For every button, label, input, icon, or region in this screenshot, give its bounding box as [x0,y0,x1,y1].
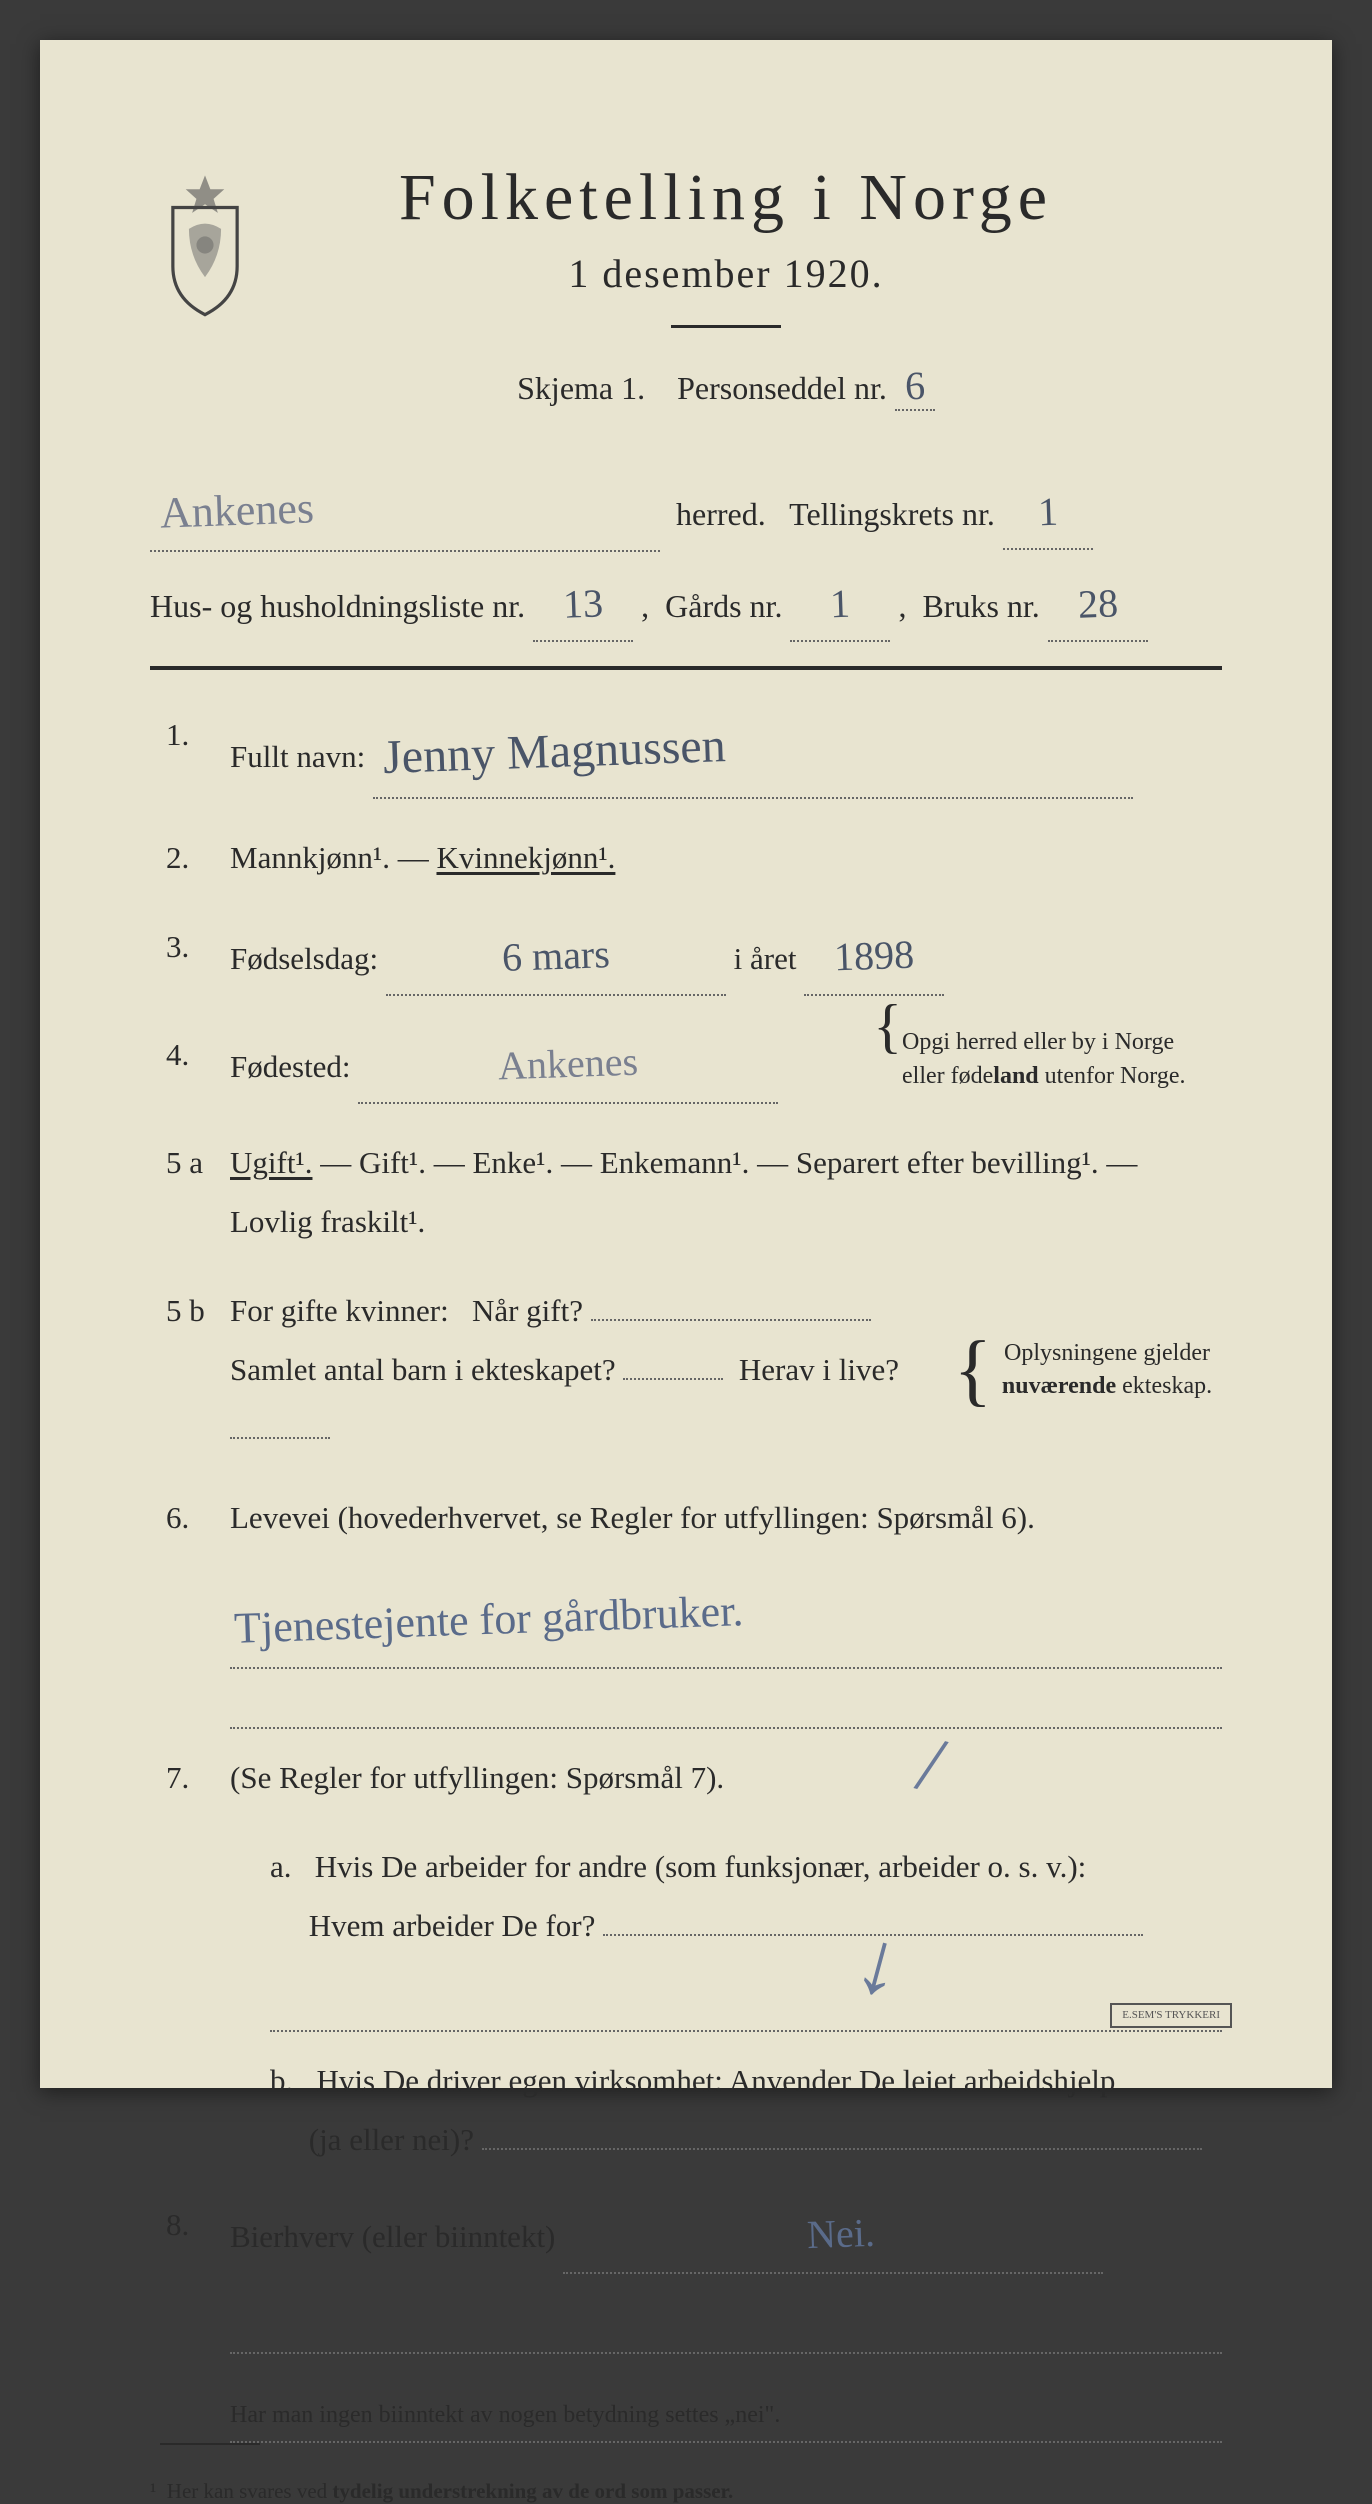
q5b-when: Når gift? [472,1293,583,1328]
q7-num: 7. [150,1749,230,1808]
form-label: Skjema 1. [517,370,645,406]
q3-birthdate: 3. Fødselsdag: 6 mars i året 1898 [150,918,1222,996]
q5a-opt-enke: Enke¹. [472,1145,553,1180]
q2-sep: — [398,840,437,875]
footnote-text: ¹ Her kan svares ved tydelig understrekn… [150,2475,733,2504]
q5a-body: Ugift¹. — Gift¹. — Enke¹. — Enkemann¹. —… [230,1134,1222,1252]
title-block: Folketelling i Norge 1 desember 1920. Sk… [290,160,1222,431]
form-number-line: Skjema 1. Personseddel nr. 6 [290,362,1162,411]
q5a-opt-enkemann: Enkemann¹. [600,1145,750,1180]
q8-blank-line [230,2304,1222,2354]
bruks-label: Bruks nr. [922,588,1039,624]
hus-gards-line: Hus- og husholdningsliste nr. 13 , Gårds… [150,568,1222,642]
q3-year-field: 1898 [804,918,944,996]
subtitle-date: 1 desember 1920. [290,250,1162,297]
q5b-num: 5 b [150,1282,230,1459]
herred-label: herred. [676,496,766,532]
q1-full-name: 1. Fullt navn: Jenny Magnussen [150,706,1222,799]
q2-body: Mannkjønn¹. — Kvinnekjønn¹. [230,829,1222,888]
q4-num: 4. [150,1026,230,1104]
q3-body: Fødselsdag: 6 mars i året 1898 [230,918,1222,996]
q5b-sidenote: Oplysningene gjelder nuværende ekteskap. [992,1337,1222,1404]
q7b-block: b. Hvis De driver egen virksomhet: Anven… [270,2052,1222,2170]
personseddel-label: Personseddel nr. [677,370,887,406]
personseddel-value: 6 [895,362,935,411]
q8-secondary-occupation: 8. Bierhverv (eller biinntekt) Nei. [150,2196,1222,2274]
q5b-married-women: 5 b For gifte kvinner: Når gift? Samlet … [150,1282,1222,1459]
herred-line: Ankenes herred. Tellingskrets nr. 1 [150,471,1222,552]
q5b-label: For gifte kvinner: [230,1293,449,1328]
q5a-marital-status: 5 a Ugift¹. — Gift¹. — Enke¹. — Enkemann… [150,1134,1222,1252]
q4-label: Fødested: [230,1049,351,1084]
header-block: Folketelling i Norge 1 desember 1920. Sk… [150,160,1222,431]
q5a-opt-separert: Separert efter bevilling¹. [796,1145,1099,1180]
main-title: Folketelling i Norge [290,160,1162,236]
q1-num: 1. [150,706,230,799]
q5b-when-field [591,1319,871,1321]
q4-value-field: Ankenes [358,1026,778,1104]
q5a-opt-fraskilt: Lovlig fraskilt¹. [230,1204,425,1239]
q5b-total-field [623,1378,723,1380]
husliste-label: Hus- og husholdningsliste nr. [150,588,525,624]
q7-employer: 7. (Se Regler for utfyllingen: Spørsmål … [150,1749,1222,1808]
q3-label: Fødselsdag: [230,941,378,976]
q6-value: Tjenestejente for gårdbruker. [229,1569,749,1671]
q5b-total: Samlet antal barn i ekteskapet? [230,1352,616,1387]
q5a-num: 5 a [150,1134,230,1252]
footer-note: Har man ingen biinntekt av nogen betydni… [230,2394,1222,2443]
q2-gender: 2. Mannkjønn¹. — Kvinnekjønn¹. [150,829,1222,888]
q1-value-field: Jenny Magnussen [373,706,1133,799]
footnote-rule [160,2443,260,2445]
q4-body: Fødested: Ankenes { Opgi herred eller by… [230,1026,1222,1104]
q5a-opt-gift: Gift¹. [359,1145,426,1180]
q7b-answer-field [482,2148,1202,2150]
herred-name-field: Ankenes [150,471,660,552]
q8-num: 8. [150,2196,230,2274]
thick-rule-divider [150,666,1222,670]
q7a-block: a. Hvis De arbeider for andre (som funks… [270,1838,1222,1956]
q7-body: (Se Regler for utfyllingen: Spørsmål 7). [230,1749,1222,1808]
q5a-opt-ugift: Ugift¹. [230,1145,312,1180]
q8-label: Bierhverv (eller biinntekt) [230,2219,555,2254]
husliste-value: 13 [533,568,633,642]
q7b-label: b. [270,2063,293,2098]
q8-value-field: Nei. [563,2196,1103,2274]
q7a-blank-line [270,1982,1222,2032]
q7b-text1: Hvis De driver egen virksomhet: Anvender… [317,2063,1116,2098]
q5b-alive-field [230,1437,330,1439]
tellingskrets-label: Tellingskrets nr. [789,496,995,532]
q1-body: Fullt navn: Jenny Magnussen [230,706,1222,799]
bruks-value: 28 [1048,568,1148,642]
q1-label: Fullt navn: [230,739,365,774]
q2-kvinne-selected: Kvinnekjønn¹. [436,840,615,875]
q7-label: (Se Regler for utfyllingen: Spørsmål 7). [230,1760,724,1795]
q5b-body: For gifte kvinner: Når gift? Samlet anta… [230,1282,1222,1459]
gards-label: Gårds nr. [665,588,782,624]
census-form-page: Folketelling i Norge 1 desember 1920. Sk… [40,40,1332,2088]
q6-blank-line [230,1679,1222,1729]
q3-year-label: i året [734,941,797,976]
q4-sidenote: Opgi herred eller by i Norge eller fødel… [902,1026,1222,1093]
q2-mann: Mannkjønn¹. [230,840,390,875]
printer-mark: E.SEM'S TRYKKERI [1110,2003,1232,2028]
q6-label: Levevei (hovederhvervet, se Regler for u… [230,1500,1035,1535]
gards-value: 1 [790,568,890,642]
q5b-alive: Herav i live? [739,1352,899,1387]
q2-num: 2. [150,829,230,888]
q7a-text1: Hvis De arbeider for andre (som funksjon… [315,1849,1087,1884]
q4-birthplace: 4. Fødested: Ankenes { Opgi herred eller… [150,1026,1222,1104]
q3-num: 3. [150,918,230,996]
q6-body: Levevei (hovederhvervet, se Regler for u… [230,1489,1222,1548]
q3-daymonth-field: 6 mars [386,918,726,996]
coat-of-arms-icon [150,170,260,320]
q7a-text2: Hvem arbeider De for? [309,1908,596,1943]
title-divider [671,325,781,328]
q7a-label: a. [270,1849,292,1884]
q6-answer-line: Tjenestejente for gårdbruker. [230,1578,1222,1670]
tellingskrets-value: 1 [1003,476,1093,550]
q7b-text2: (ja eller nei)? [309,2122,474,2157]
q8-body: Bierhverv (eller biinntekt) Nei. [230,2196,1222,2274]
q6-occupation: 6. Levevei (hovederhvervet, se Regler fo… [150,1489,1222,1548]
q6-num: 6. [150,1489,230,1548]
